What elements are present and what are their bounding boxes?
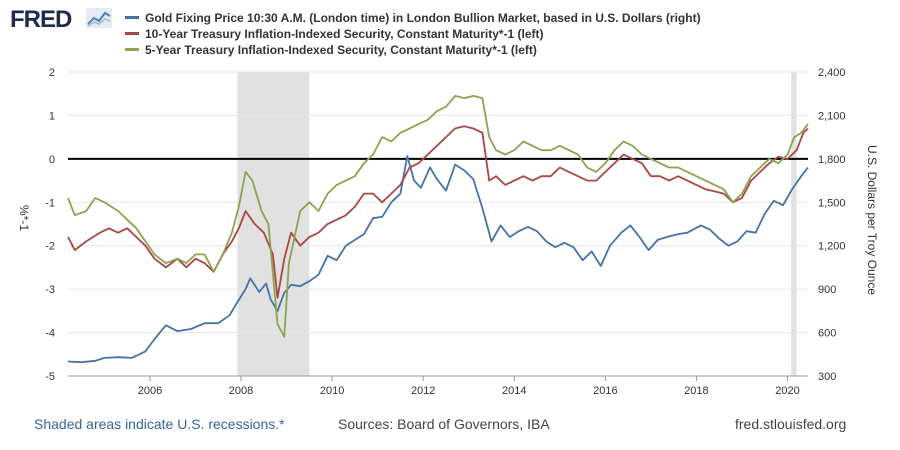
y-right-tick-label: 2,100 <box>818 110 846 122</box>
series-5y-tips-line <box>67 95 809 338</box>
x-tick-label: 2008 <box>229 385 253 397</box>
y-left-tick-label: 0 <box>49 154 55 166</box>
chart-header: FRED Gold Fixing Price 10:30 A.M. (Londo… <box>0 0 900 60</box>
y-right-tick-label: 1,800 <box>818 154 846 166</box>
legend-label-gold: Gold Fixing Price 10:30 A.M. (London tim… <box>145 11 701 25</box>
legend-label-5y-tips: 5-Year Treasury Inflation-Indexed Securi… <box>145 43 537 57</box>
y-left-tick-label: 1 <box>49 110 55 122</box>
y-right-tick-label: 1,200 <box>818 241 846 253</box>
legend-item-gold[interactable]: Gold Fixing Price 10:30 A.M. (London tim… <box>125 10 701 26</box>
y-right-tick-label: 2,400 <box>818 67 846 79</box>
site-url-link[interactable]: fred.stlouisfed.org <box>735 416 847 432</box>
recession-band-1 <box>791 72 797 376</box>
y-right-tick-label: 1,500 <box>818 197 846 209</box>
x-tick-label: 2010 <box>320 385 344 397</box>
y-right-tick-label: 300 <box>818 371 836 383</box>
y-left-tick-label: 2 <box>49 67 55 79</box>
fred-logo[interactable]: FRED <box>10 6 72 33</box>
legend-swatch-10y-tips <box>125 32 139 36</box>
y-left-tick-label: -1 <box>45 197 55 209</box>
x-tick-label: 2016 <box>593 385 617 397</box>
chart-line-icon <box>86 8 112 28</box>
x-tick-label: 2012 <box>411 385 435 397</box>
series-lines <box>67 95 809 364</box>
recession-shading <box>237 72 797 376</box>
recession-note-link[interactable]: Shaded areas indicate U.S. recessions.* <box>34 416 285 432</box>
recession-band-0 <box>237 72 310 376</box>
series-gold-line <box>67 155 809 364</box>
y-right-tick-label: 600 <box>818 328 836 340</box>
legend-item-10y-tips[interactable]: 10-Year Treasury Inflation-Indexed Secur… <box>125 26 701 42</box>
chart-legend: Gold Fixing Price 10:30 A.M. (London tim… <box>125 10 701 58</box>
y-left-tick-label: -4 <box>45 328 55 340</box>
x-tick-label: 2014 <box>502 385 526 397</box>
chart-area: -5 -4 -3 -2 -1 0 1 2 300 600 900 1,200 1,500 1,800 2,1… <box>17 67 879 397</box>
y-left-tick-label: -5 <box>45 371 55 383</box>
y-left-tick-label: -3 <box>45 284 55 296</box>
legend-item-5y-tips[interactable]: 5-Year Treasury Inflation-Indexed Securi… <box>125 42 701 58</box>
x-tick-label: 2018 <box>684 385 708 397</box>
legend-swatch-gold <box>125 16 139 20</box>
y-axis-right-label: U.S. Dollars per Troy Ounce <box>865 145 879 295</box>
y-left-tick-label: -2 <box>45 241 55 253</box>
legend-label-10y-tips: 10-Year Treasury Inflation-Indexed Secur… <box>145 27 544 41</box>
series-10y-tips-line <box>67 125 809 299</box>
x-tick-label: 2020 <box>775 385 799 397</box>
y-axis-left-label: %*-1 <box>17 205 31 231</box>
sources-text: Sources: Board of Governors, IBA <box>338 416 550 432</box>
axes: -5 -4 -3 -2 -1 0 1 2 300 600 900 1,200 1,500 1,800 2,1… <box>45 67 845 397</box>
x-tick-label: 2006 <box>138 385 162 397</box>
legend-swatch-5y-tips <box>125 48 139 52</box>
y-right-tick-label: 900 <box>818 284 836 296</box>
